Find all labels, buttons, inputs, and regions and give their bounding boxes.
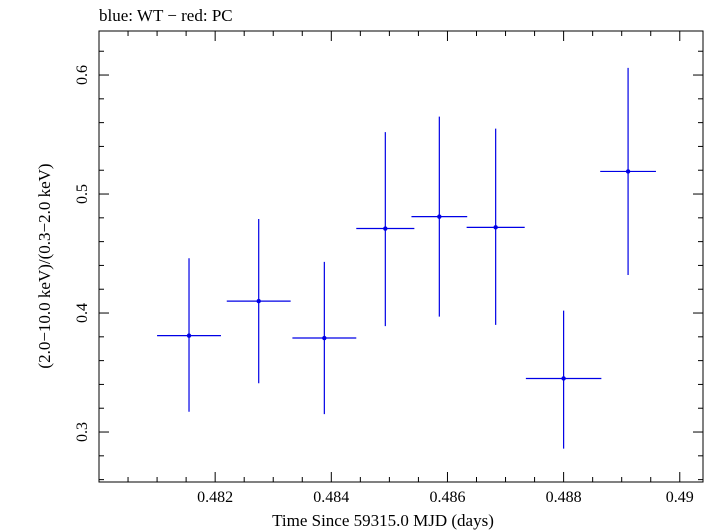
data-point <box>411 116 468 317</box>
point-marker <box>493 225 498 230</box>
y-tick-label: 0.5 <box>74 184 91 204</box>
point-marker <box>625 169 631 174</box>
x-axis-label: Time Since 59315.0 MJD (days) <box>272 511 494 530</box>
data-point <box>466 128 525 325</box>
x-tick-label: 0.486 <box>429 489 465 506</box>
point-marker <box>383 226 388 231</box>
x-tick-label: 0.482 <box>197 489 233 506</box>
point-marker <box>256 298 261 304</box>
data-point <box>157 258 221 412</box>
chart-title: blue: WT − red: PC <box>99 6 233 25</box>
y-tick-label: 0.3 <box>74 422 91 442</box>
data-points <box>157 67 656 449</box>
x-tick-label: 0.488 <box>546 489 582 506</box>
axis-ticks: 0.482 0.484 0.486 0.488 0.49 0.3 0.4 0.5 0.6 <box>74 31 703 506</box>
data-point <box>356 132 415 327</box>
x-tick-label: 0.484 <box>313 489 349 506</box>
data-point <box>226 219 291 384</box>
point-marker <box>322 335 327 341</box>
point-marker <box>437 214 442 219</box>
x-tick-label: 0.49 <box>666 489 694 506</box>
plot-frame <box>98 30 704 483</box>
data-point <box>600 67 656 275</box>
data-point <box>525 310 602 449</box>
point-marker <box>561 376 566 381</box>
data-point <box>292 261 357 415</box>
point-marker <box>186 333 192 338</box>
y-axis-label: (2.0−10.0 keV)/(0.3−2.0 keV) <box>35 163 54 368</box>
y-tick-label: 0.6 <box>74 65 91 85</box>
y-tick-label: 0.4 <box>74 303 91 323</box>
